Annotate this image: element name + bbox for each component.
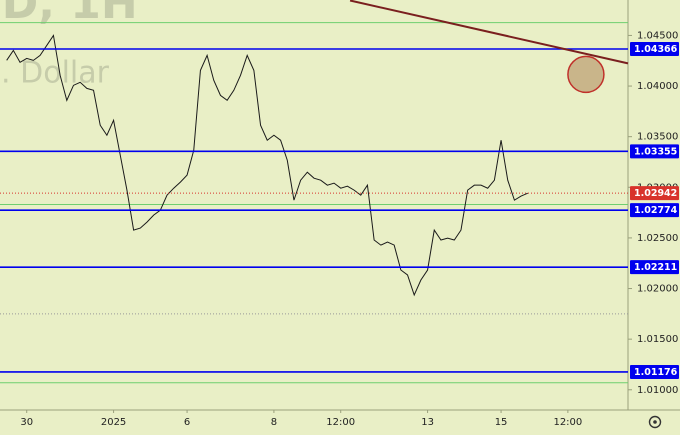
watermark-symbol: SD, 1H <box>0 0 138 29</box>
x-tick-label: 15 <box>495 417 508 428</box>
y-tick-label: 1.04500 <box>637 30 678 41</box>
y-tick-label: 1.04000 <box>637 81 678 92</box>
x-tick-label: 13 <box>421 417 434 428</box>
y-tick-label: 1.02500 <box>637 233 678 244</box>
x-tick-label: 12:00 <box>326 417 355 428</box>
settings-icon[interactable] <box>648 415 662 429</box>
level-label-box <box>630 260 679 275</box>
price-line <box>6 34 528 297</box>
x-tick-label: 2025 <box>101 417 126 428</box>
level-label: 1.01176 <box>634 367 678 378</box>
level-label: 1.02211 <box>634 262 677 273</box>
circle-marker <box>567 55 605 94</box>
level-label-box <box>630 364 679 379</box>
y-tick-label: 1.01000 <box>637 385 678 396</box>
y-tick-label: 1.03500 <box>637 132 678 143</box>
y-tick-label: 1.01500 <box>637 334 678 345</box>
level-label: 1.03355 <box>634 146 677 157</box>
x-tick-label: 30 <box>20 417 33 428</box>
settings-dot[interactable] <box>653 420 657 424</box>
current-price-label: 1.02942 <box>634 188 677 199</box>
level-label-box <box>630 144 679 159</box>
x-tick-label: 6 <box>184 417 190 428</box>
y-tick-label: 1.02000 <box>637 284 678 295</box>
watermark-name: S. Dollar <box>0 56 110 91</box>
level-label: 1.02774 <box>634 205 678 216</box>
level-label-box <box>630 42 679 57</box>
trend-line <box>349 0 629 65</box>
x-tick-label: 8 <box>271 417 277 428</box>
current-price-box <box>630 186 679 201</box>
x-tick-label: 12:00 <box>553 417 582 428</box>
settings-ring[interactable] <box>648 415 662 429</box>
level-label-box <box>630 203 679 218</box>
level-label: 1.04366 <box>634 44 678 55</box>
